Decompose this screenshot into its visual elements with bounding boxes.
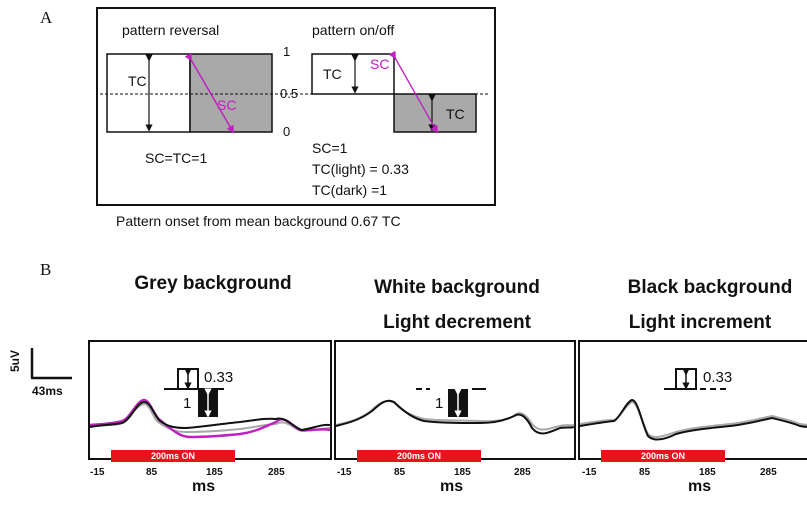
sc-label-reversal: SC: [217, 97, 237, 113]
xtick-black-185: 185: [699, 467, 716, 478]
eq-tc-dark: TC(dark) =1: [312, 182, 388, 198]
reversal-dark-square: [189, 53, 273, 133]
xtick-grey--15: -15: [90, 467, 105, 478]
on-bar-grey: 200ms ON: [111, 450, 235, 462]
on-bar-black: 200ms ON: [601, 450, 725, 462]
xtick-white--15: -15: [337, 467, 352, 478]
xunit-grey: ms: [192, 478, 216, 495]
sc-arrow-reversal-b: [189, 57, 234, 134]
xtick-white-85: 85: [394, 467, 406, 478]
tick-0: 0: [283, 124, 291, 139]
tick-1: 1: [283, 44, 291, 59]
xtick-white-285: 285: [514, 467, 531, 478]
xtick-black--15: -15: [582, 467, 597, 478]
xunit-black: ms: [688, 478, 712, 495]
title-white-background: White background: [374, 277, 540, 298]
xunit-white: ms: [440, 478, 464, 495]
xtick-white-185: 185: [454, 467, 471, 478]
eq-reversal: SC=TC=1: [145, 150, 208, 166]
on-bar-white: 200ms ON: [357, 450, 481, 462]
xtick-grey-285: 285: [268, 467, 285, 478]
label-pattern-reversal: pattern reversal: [122, 22, 220, 38]
panel-letter-a: A: [40, 8, 53, 27]
panel-a-diagram: [100, 50, 490, 134]
eq-sc: SC=1: [312, 140, 348, 156]
tc-label-light: TC: [323, 66, 342, 82]
title-grey-background: Grey background: [134, 273, 292, 294]
xtick-black-85: 85: [639, 467, 651, 478]
title-light-increment: Light increment: [628, 312, 772, 333]
value-033-black: 0.33: [703, 369, 733, 386]
panel-letter-b: B: [40, 260, 52, 279]
xtick-grey-185: 185: [206, 467, 223, 478]
scale-time-label: 43ms: [32, 384, 63, 398]
tick-05: 0.5: [280, 86, 299, 101]
value-1-white: 1: [435, 395, 444, 412]
eq-tc-light: TC(light) = 0.33: [312, 161, 409, 177]
xtick-grey-85: 85: [146, 467, 158, 478]
sc-label-onoff: SC: [370, 56, 390, 72]
panel-a-frame: [96, 7, 496, 206]
value-1-grey: 1: [183, 395, 192, 412]
xtick-black-285: 285: [760, 467, 777, 478]
sc-arrow-onoff: [388, 50, 438, 134]
label-pattern-onoff: pattern on/off: [312, 22, 395, 38]
title-light-decrement: Light decrement: [383, 312, 531, 333]
tc-label-reversal: TC: [128, 73, 147, 89]
value-033-grey: 0.33: [204, 369, 234, 386]
tc-label-dark: TC: [446, 106, 465, 122]
panel-a-caption: Pattern onset from mean background 0.67 …: [116, 213, 401, 229]
title-black-background: Black background: [627, 277, 793, 298]
